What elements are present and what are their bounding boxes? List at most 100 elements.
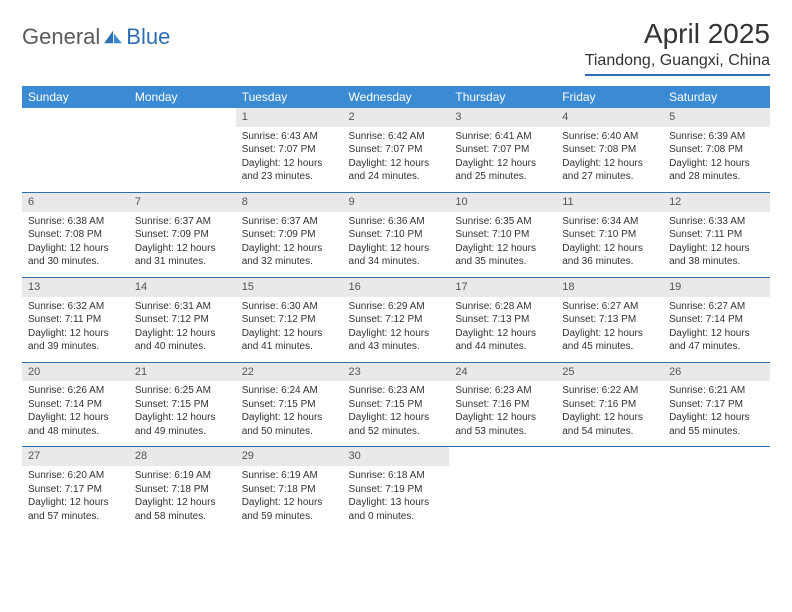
day-body: Sunrise: 6:21 AMSunset: 7:17 PMDaylight:… xyxy=(663,381,770,446)
day-line: and 35 minutes. xyxy=(455,255,550,269)
day-line: Daylight: 12 hours xyxy=(349,157,444,171)
day-line: and 40 minutes. xyxy=(135,340,230,354)
day-line: Daylight: 12 hours xyxy=(669,411,764,425)
day-line: and 53 minutes. xyxy=(455,425,550,439)
calendar-day-cell: 30Sunrise: 6:18 AMSunset: 7:19 PMDayligh… xyxy=(343,447,450,531)
weekday-header-row: SundayMondayTuesdayWednesdayThursdayFrid… xyxy=(22,86,770,108)
day-line: Sunrise: 6:21 AM xyxy=(669,384,764,398)
day-body xyxy=(449,451,556,513)
day-line: Sunrise: 6:31 AM xyxy=(135,300,230,314)
weekday-header: Tuesday xyxy=(236,86,343,108)
weekday-header: Monday xyxy=(129,86,236,108)
calendar-day-cell: 18Sunrise: 6:27 AMSunset: 7:13 PMDayligh… xyxy=(556,277,663,362)
calendar-day-cell: 5Sunrise: 6:39 AMSunset: 7:08 PMDaylight… xyxy=(663,108,770,192)
day-line: and 58 minutes. xyxy=(135,510,230,524)
day-line: Daylight: 12 hours xyxy=(349,327,444,341)
day-line: Sunset: 7:09 PM xyxy=(242,228,337,242)
day-line: Sunrise: 6:30 AM xyxy=(242,300,337,314)
day-line: Daylight: 12 hours xyxy=(455,327,550,341)
day-line: Daylight: 13 hours xyxy=(349,496,444,510)
calendar-day-cell: 26Sunrise: 6:21 AMSunset: 7:17 PMDayligh… xyxy=(663,362,770,447)
day-number: 7 xyxy=(129,193,236,212)
day-line: and 39 minutes. xyxy=(28,340,123,354)
day-line: Sunset: 7:11 PM xyxy=(28,313,123,327)
day-line: Sunset: 7:10 PM xyxy=(455,228,550,242)
day-number: 23 xyxy=(343,363,450,382)
day-body: Sunrise: 6:25 AMSunset: 7:15 PMDaylight:… xyxy=(129,381,236,446)
day-line: and 25 minutes. xyxy=(455,170,550,184)
day-line: and 54 minutes. xyxy=(562,425,657,439)
calendar-empty-cell xyxy=(449,447,556,531)
day-line: Sunrise: 6:36 AM xyxy=(349,215,444,229)
day-line: and 31 minutes. xyxy=(135,255,230,269)
day-line: Daylight: 12 hours xyxy=(135,327,230,341)
day-body: Sunrise: 6:28 AMSunset: 7:13 PMDaylight:… xyxy=(449,297,556,362)
day-body: Sunrise: 6:26 AMSunset: 7:14 PMDaylight:… xyxy=(22,381,129,446)
day-line: and 45 minutes. xyxy=(562,340,657,354)
day-line: Daylight: 12 hours xyxy=(669,327,764,341)
day-number: 26 xyxy=(663,363,770,382)
day-line: Sunrise: 6:19 AM xyxy=(242,469,337,483)
day-line: Sunrise: 6:37 AM xyxy=(135,215,230,229)
calendar-empty-cell xyxy=(129,108,236,192)
day-body xyxy=(663,451,770,513)
day-line: Sunset: 7:18 PM xyxy=(242,483,337,497)
day-line: and 50 minutes. xyxy=(242,425,337,439)
logo-text-general: General xyxy=(22,24,100,50)
day-line: Sunset: 7:16 PM xyxy=(455,398,550,412)
day-line: Sunset: 7:08 PM xyxy=(562,143,657,157)
weekday-header: Friday xyxy=(556,86,663,108)
day-line: and 27 minutes. xyxy=(562,170,657,184)
day-line: Sunset: 7:17 PM xyxy=(669,398,764,412)
day-number: 21 xyxy=(129,363,236,382)
day-number: 22 xyxy=(236,363,343,382)
logo-text-blue: Blue xyxy=(126,24,170,50)
day-line: Daylight: 12 hours xyxy=(242,496,337,510)
day-line: Sunrise: 6:38 AM xyxy=(28,215,123,229)
day-line: Daylight: 12 hours xyxy=(135,242,230,256)
day-number: 6 xyxy=(22,193,129,212)
day-number: 11 xyxy=(556,193,663,212)
day-line: Sunset: 7:10 PM xyxy=(562,228,657,242)
calendar-day-cell: 25Sunrise: 6:22 AMSunset: 7:16 PMDayligh… xyxy=(556,362,663,447)
day-body: Sunrise: 6:35 AMSunset: 7:10 PMDaylight:… xyxy=(449,212,556,277)
day-body: Sunrise: 6:23 AMSunset: 7:15 PMDaylight:… xyxy=(343,381,450,446)
day-number: 28 xyxy=(129,447,236,466)
day-line: Daylight: 12 hours xyxy=(349,242,444,256)
day-line: Sunset: 7:16 PM xyxy=(562,398,657,412)
calendar-day-cell: 2Sunrise: 6:42 AMSunset: 7:07 PMDaylight… xyxy=(343,108,450,192)
day-line: Sunrise: 6:20 AM xyxy=(28,469,123,483)
day-line: Sunrise: 6:29 AM xyxy=(349,300,444,314)
day-line: Sunset: 7:08 PM xyxy=(669,143,764,157)
title-rule xyxy=(585,74,770,76)
day-line: Daylight: 12 hours xyxy=(242,157,337,171)
day-line: Sunset: 7:18 PM xyxy=(135,483,230,497)
calendar-day-cell: 10Sunrise: 6:35 AMSunset: 7:10 PMDayligh… xyxy=(449,192,556,277)
calendar-day-cell: 23Sunrise: 6:23 AMSunset: 7:15 PMDayligh… xyxy=(343,362,450,447)
day-number: 24 xyxy=(449,363,556,382)
calendar-day-cell: 17Sunrise: 6:28 AMSunset: 7:13 PMDayligh… xyxy=(449,277,556,362)
day-line: Sunrise: 6:19 AM xyxy=(135,469,230,483)
day-body: Sunrise: 6:43 AMSunset: 7:07 PMDaylight:… xyxy=(236,127,343,192)
day-line: Sunrise: 6:37 AM xyxy=(242,215,337,229)
day-line: and 36 minutes. xyxy=(562,255,657,269)
day-line: Daylight: 12 hours xyxy=(562,411,657,425)
day-line: and 41 minutes. xyxy=(242,340,337,354)
day-line: Sunrise: 6:43 AM xyxy=(242,130,337,144)
calendar-empty-cell xyxy=(663,447,770,531)
day-line: Sunset: 7:09 PM xyxy=(135,228,230,242)
day-line: Sunrise: 6:34 AM xyxy=(562,215,657,229)
weekday-header: Saturday xyxy=(663,86,770,108)
calendar-week-row: 13Sunrise: 6:32 AMSunset: 7:11 PMDayligh… xyxy=(22,277,770,362)
calendar-day-cell: 8Sunrise: 6:37 AMSunset: 7:09 PMDaylight… xyxy=(236,192,343,277)
day-body: Sunrise: 6:32 AMSunset: 7:11 PMDaylight:… xyxy=(22,297,129,362)
calendar-empty-cell xyxy=(22,108,129,192)
day-line: Daylight: 12 hours xyxy=(669,157,764,171)
day-line: and 28 minutes. xyxy=(669,170,764,184)
day-line: Daylight: 12 hours xyxy=(669,242,764,256)
weekday-header: Wednesday xyxy=(343,86,450,108)
day-line: Daylight: 12 hours xyxy=(28,327,123,341)
day-number: 25 xyxy=(556,363,663,382)
day-number: 16 xyxy=(343,278,450,297)
day-line: and 23 minutes. xyxy=(242,170,337,184)
